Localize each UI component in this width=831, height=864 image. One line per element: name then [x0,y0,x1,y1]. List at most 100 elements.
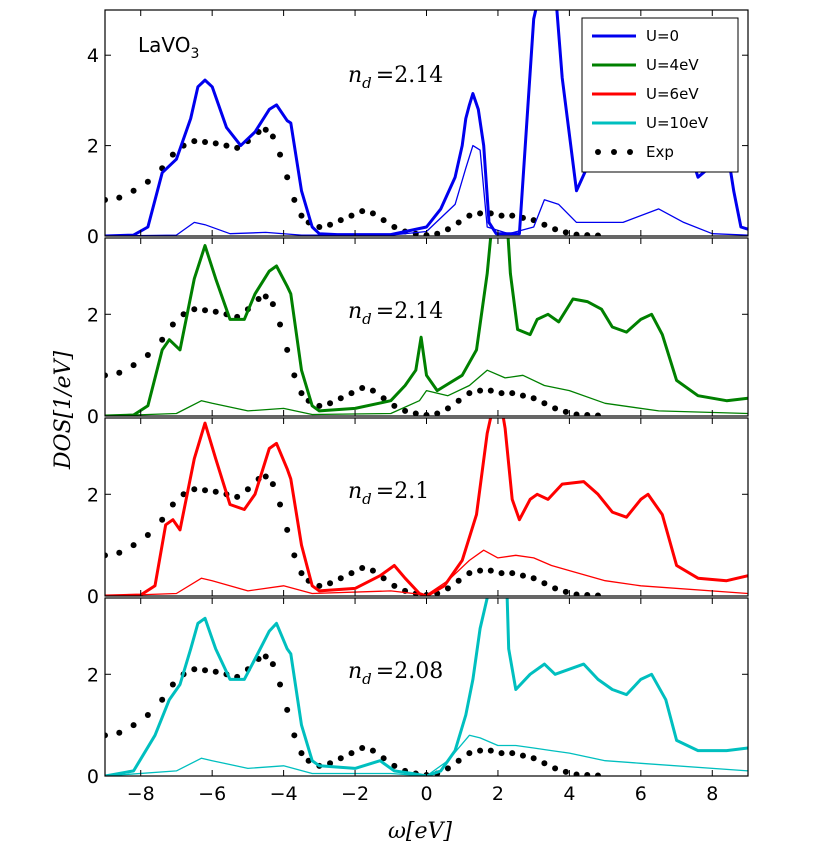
exp-point [284,706,291,713]
exp-point [191,306,198,313]
y-tick-label: 2 [87,136,99,158]
exp-point [584,232,591,236]
exp-point [337,395,344,402]
exp-point [477,387,484,394]
total-dos-line [105,238,748,416]
exp-point [380,575,387,582]
exp-point [369,747,376,754]
nd-subscript: d [362,74,372,92]
exp-point [455,757,462,764]
panel-2: 0 2 nd =2.14 [87,237,749,428]
exp-point [359,745,366,752]
exp-point [262,126,269,133]
nd-subscript: d [362,670,372,688]
partial-dos-line [105,369,748,416]
x-tick-label: 2 [492,783,504,805]
exp-point [348,750,355,757]
exp-point [552,585,559,592]
exp-point [337,575,344,582]
chart-title-main: LaVO [138,33,190,57]
nd-symbol: n [348,63,362,88]
exp-point [202,487,209,494]
exp-point [159,516,166,523]
legend-entry: U=10eV [592,114,709,132]
exp-point [348,212,355,219]
exp-point [562,229,569,236]
exp-point [519,392,526,399]
legend: U=0 U=4eV U=6eV U=10eV Exp [581,17,739,173]
x-tick-label: −6 [198,783,226,805]
exp-point [202,307,209,314]
x-tick-label: −8 [127,783,155,805]
exp-point [541,760,548,767]
y-tick-label: 2 [87,484,99,506]
exp-point [412,410,419,416]
legend-dot [627,149,633,155]
exp-point [277,151,284,158]
exp-point [269,481,276,488]
exp-point [202,667,209,674]
exp-point [466,212,473,219]
exp-point [391,582,398,589]
exp-point [509,212,516,219]
exp-point [212,668,219,675]
exp-point [316,582,323,589]
exp-point [180,311,187,318]
exp-point [116,194,123,201]
exp-point [144,711,151,718]
exp-point [144,351,151,358]
exp-point [316,223,323,230]
exp-point [130,362,137,369]
exp-point [584,591,591,596]
exp-point [262,653,269,660]
legend-label: Exp [646,143,674,161]
nd-value: =2.14 [376,63,443,88]
partial-dos-line [105,734,748,776]
exp-point [262,473,269,480]
nd-value: =2.1 [376,479,429,504]
exp-point [284,346,291,353]
exp-point [541,580,548,587]
exp-point [244,486,251,493]
nd-annotation: nd =2.14 [348,299,443,328]
nd-subscript: d [362,490,372,508]
exp-point [584,771,591,776]
exp-point [169,501,176,508]
panel-data-2 [105,238,748,416]
exp-point [455,577,462,584]
exp-point [212,140,219,147]
exp-point [391,402,398,409]
exp-point [434,410,441,416]
y-axis-label: DOS[1/eV] [51,350,76,470]
exp-point [291,372,298,379]
exp-point [369,210,376,217]
panel-data-4 [105,598,748,776]
exp-point [594,412,601,416]
exp-point [116,549,123,556]
exp-point [348,390,355,397]
exp-point [455,219,462,226]
x-tick-label: 8 [706,783,718,805]
nd-symbol: n [348,479,362,504]
exp-point [594,592,601,596]
exp-point [337,755,344,762]
exp-point [444,585,451,592]
exp-point [391,223,398,230]
legend-dot [595,149,601,155]
panel-frame [104,417,749,597]
legend-entry: Exp [595,143,674,161]
exp-point [369,567,376,574]
exp-point [337,217,344,224]
exp-point [169,321,176,328]
exp-point [509,390,516,397]
y-tick-label: 2 [87,664,99,686]
exp-point [130,722,137,729]
exp-point [191,666,198,673]
y-tick-label: 0 [87,766,99,788]
exp-point [466,390,473,397]
exp-point [291,196,298,203]
exp-point [105,196,108,203]
exp-point [234,493,241,500]
